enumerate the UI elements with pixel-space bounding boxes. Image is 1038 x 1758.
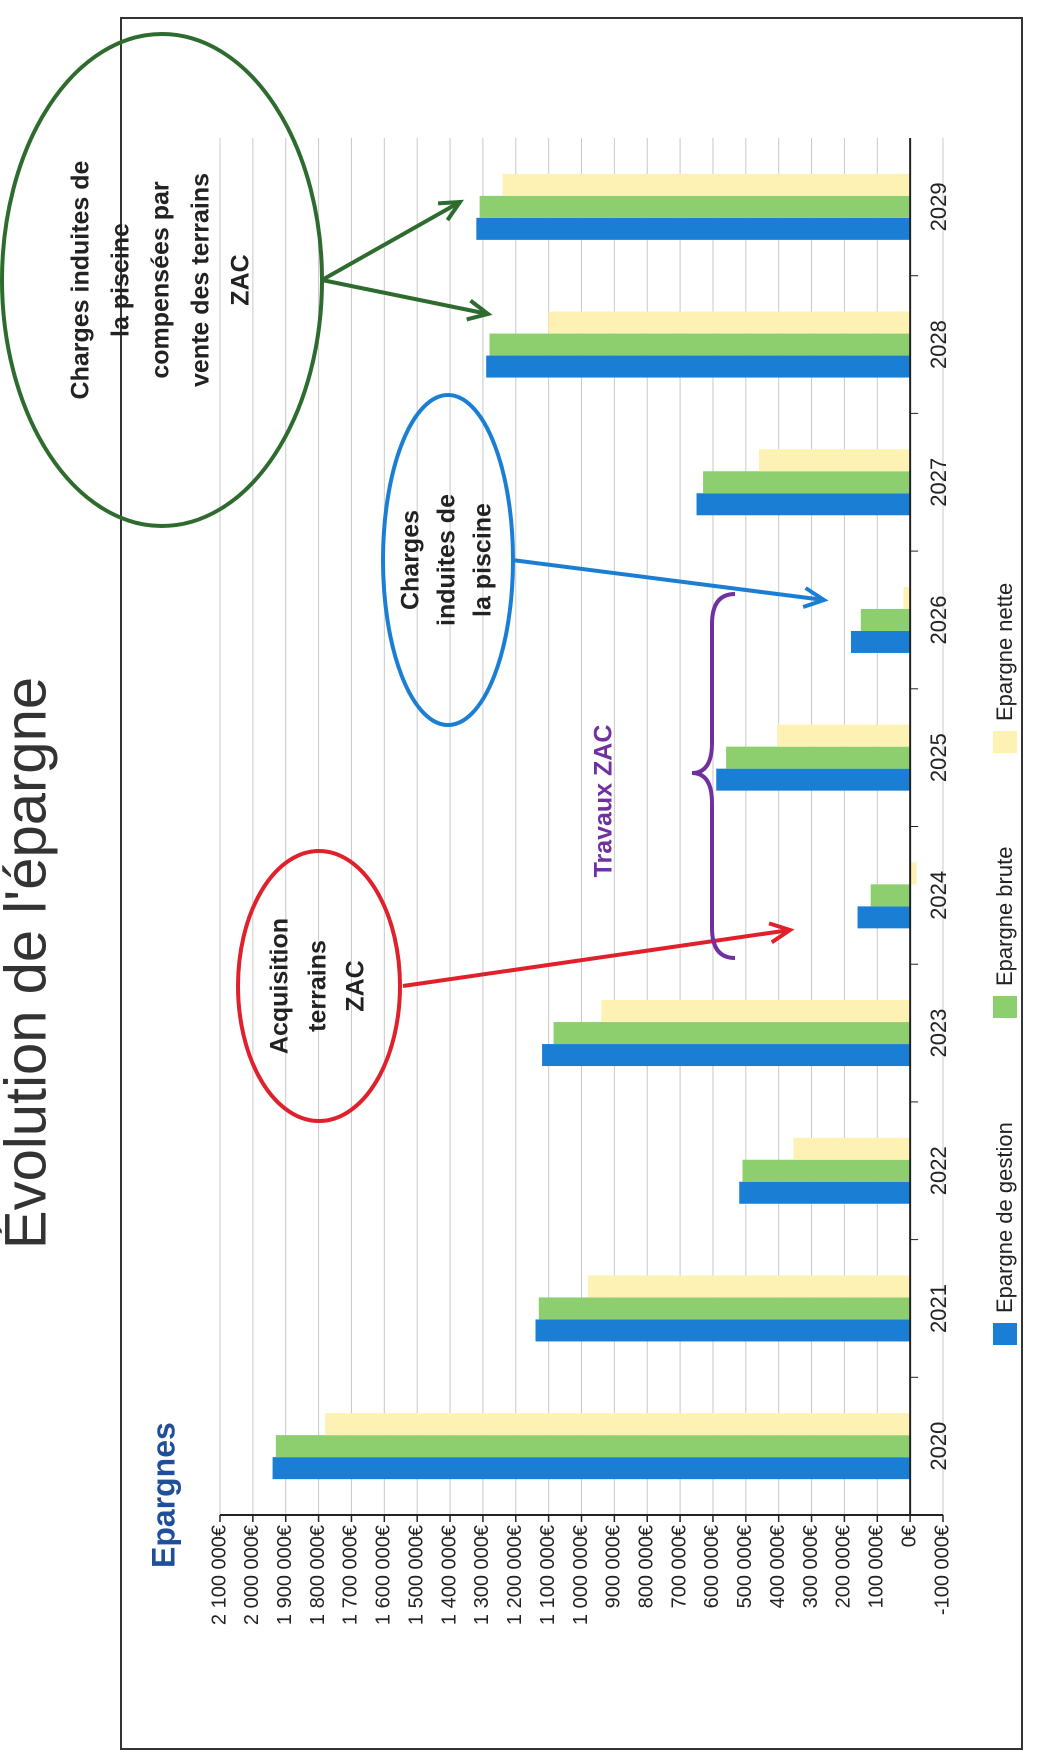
x-tick-label: 2023 [926,1009,951,1058]
arrow-head [802,586,829,609]
bar [548,311,911,334]
bar [542,1044,911,1067]
y-tick-label: 1 900 000€ [274,1525,296,1625]
x-tick-label: 2026 [926,595,951,644]
y-tick-label: 2 000 000€ [241,1525,263,1625]
chart-frame [120,17,1023,1750]
y-tick-label: 600 000€ [701,1525,723,1608]
bar [703,471,911,494]
bar [739,1181,911,1204]
y-tick-label: 1 400 000€ [438,1525,460,1625]
y-tick-label: 1 600 000€ [373,1525,395,1625]
bar [538,1297,911,1320]
slide-title: Évolution de l'épargne [0,677,58,1249]
callout-text: la piscine [107,223,135,337]
legend-swatch [993,731,1017,753]
bar [857,906,911,929]
arrow-head [768,921,795,944]
arrow-head [437,199,465,222]
y-tick-label: 200 000€ [833,1525,855,1608]
y-tick-label: 1 000 000€ [570,1525,592,1625]
y-tick-label: 800 000€ [636,1525,658,1608]
y-tick-label: 1 100 000€ [537,1525,559,1625]
x-tick-label: 2027 [926,458,951,507]
chart-title: Epargnes [145,1422,181,1568]
callout-text: Charges [397,510,425,610]
rotated-slide: Évolution de l'épargne Epargnes -100 000… [0,17,1023,1750]
bar [696,493,911,516]
x-tick-label: 2022 [926,1146,951,1195]
x-tick-label: 2020 [926,1422,951,1471]
bar [716,768,911,791]
brace-label: Travaux ZAC [590,725,618,878]
y-tick-label: 1 800 000€ [307,1525,329,1625]
callout-text: terrains [304,940,332,1032]
callout-text: ZAC [227,254,255,305]
bar [476,217,911,240]
bar [793,1137,911,1160]
y-tick-label: 400 000€ [767,1525,789,1608]
callout-text: ZAC [342,960,370,1011]
y-tick-label: 1 500 000€ [405,1525,427,1625]
callout-text: Acquisition [266,918,294,1054]
arrow-head [466,299,493,322]
bar [777,724,911,747]
bar [850,630,911,653]
bar [489,333,911,356]
callout-text: la piscine [469,503,497,617]
bar [553,1022,911,1045]
x-tick-label: 2028 [926,320,951,369]
bar [870,884,911,907]
bar [758,449,911,472]
bar [479,195,911,218]
y-tick-label: 2 100 000€ [208,1525,230,1625]
y-tick-label: 300 000€ [800,1525,822,1608]
callout-text: Charges induites de [67,160,95,399]
x-tick-label: 2029 [926,182,951,231]
bar [502,173,911,196]
brace [691,592,736,960]
arrow-shaft [511,558,825,602]
callout-ellipse [236,849,402,1123]
bar [486,355,911,378]
legend-swatch [993,1323,1017,1345]
arrow-shaft [321,278,489,316]
y-tick-label: 900 000€ [603,1525,625,1608]
legend-label: Epargne nette [992,583,1017,721]
bar [742,1159,911,1182]
arrow-shaft [402,928,791,988]
legend-swatch [993,996,1017,1018]
y-tick-label: 1 200 000€ [504,1525,526,1625]
callout-text: vente des terrains [187,173,215,387]
arrow-shaft [321,200,461,282]
x-tick-label: 2024 [926,871,951,920]
y-tick-label: 500 000€ [734,1525,756,1608]
bar [275,1435,911,1458]
bar [860,608,911,631]
callout-text: induites de [433,494,461,626]
y-tick-label: 1 300 000€ [471,1525,493,1625]
x-tick-label: 2025 [926,733,951,782]
y-tick-label: 1 700 000€ [340,1525,362,1625]
legend-label: Epargne brute [992,847,1017,986]
bar [903,586,911,609]
bar [535,1319,911,1342]
y-tick-label: 100 000€ [866,1525,888,1608]
bar [601,1000,911,1023]
bar [325,1413,911,1436]
bar [272,1457,911,1480]
callout-text: compensées par [147,181,175,379]
bar [910,862,917,885]
y-tick-label: 0€ [898,1525,920,1547]
y-tick-label: 700 000€ [668,1525,690,1608]
bar [588,1275,911,1298]
y-tick-label: -100 000€ [931,1525,953,1615]
bar [726,746,911,769]
x-tick-label: 2021 [926,1284,951,1333]
legend-label: Epargne de gestion [992,1122,1017,1313]
